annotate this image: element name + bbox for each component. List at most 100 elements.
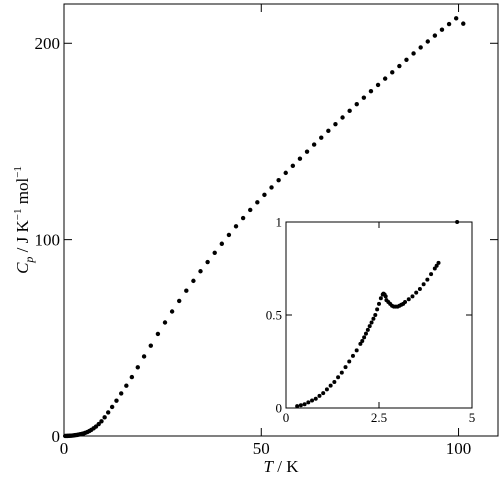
inset-tick-labels: 0 2.5 5 0 0.5 1	[266, 215, 476, 425]
data-point	[155, 331, 161, 337]
data-point	[177, 298, 182, 304]
y-tick-label: 0	[52, 427, 61, 446]
data-point	[360, 339, 365, 344]
inset-data-points	[295, 220, 460, 409]
data-point	[205, 259, 210, 265]
x-axis-label: T / K	[264, 457, 300, 476]
data-point	[198, 269, 203, 274]
data-point	[354, 348, 359, 353]
data-point	[129, 374, 135, 380]
data-point	[347, 108, 352, 114]
data-point	[375, 82, 381, 88]
y-tick-label: 200	[35, 34, 61, 53]
data-point	[340, 115, 345, 120]
y-tick-label: 0.5	[266, 308, 282, 323]
data-point	[410, 294, 415, 299]
data-point	[336, 375, 341, 380]
data-point	[403, 299, 408, 304]
data-point	[354, 101, 359, 107]
data-point	[297, 156, 303, 161]
data-point	[414, 290, 419, 295]
data-point	[332, 379, 337, 384]
x-tick-label: 50	[253, 439, 270, 458]
data-point	[373, 313, 378, 317]
data-point	[343, 365, 348, 370]
data-point	[326, 128, 331, 134]
data-point	[411, 51, 416, 56]
data-point	[363, 331, 368, 336]
data-point	[383, 294, 388, 299]
data-point	[436, 260, 441, 265]
data-point	[313, 396, 318, 401]
main-ticks	[63, 4, 498, 437]
data-point	[99, 419, 104, 424]
data-point	[212, 250, 217, 255]
y-tick-label: 1	[276, 215, 283, 230]
data-point	[333, 121, 338, 127]
data-point	[262, 192, 267, 198]
data-point	[369, 320, 374, 325]
data-point	[304, 149, 310, 154]
y-tick-label: 100	[35, 231, 61, 250]
data-point	[105, 410, 111, 415]
data-point	[306, 400, 311, 405]
y-axis-label: Cp / J K−1 mol−1	[12, 166, 36, 274]
data-point	[378, 296, 383, 301]
data-point	[248, 207, 253, 213]
x-tick-label: 2.5	[371, 410, 387, 425]
data-point	[233, 224, 239, 229]
data-point	[96, 421, 101, 427]
x-tick-label: 100	[446, 439, 472, 458]
data-point	[109, 404, 115, 410]
data-point	[453, 16, 459, 21]
data-point	[310, 398, 315, 403]
data-point	[240, 215, 246, 221]
data-point	[377, 301, 381, 306]
data-point	[368, 88, 374, 94]
data-point	[432, 33, 438, 38]
data-point	[317, 393, 322, 398]
data-point	[375, 307, 380, 312]
x-tick-label: 0	[60, 439, 69, 458]
data-point	[362, 335, 367, 340]
data-point	[162, 320, 168, 325]
x-tick-label: 5	[469, 410, 476, 425]
data-point	[425, 39, 430, 44]
data-point	[135, 365, 140, 370]
data-point	[114, 398, 119, 403]
data-point	[328, 383, 333, 388]
data-point	[439, 27, 445, 32]
data-point	[429, 272, 434, 277]
data-point	[461, 21, 466, 26]
data-point	[148, 343, 153, 348]
main-plot-frame	[63, 3, 499, 437]
data-point	[425, 277, 430, 282]
data-point	[404, 57, 409, 62]
main-data-points	[62, 16, 466, 439]
data-point	[269, 185, 274, 190]
data-point	[276, 177, 281, 183]
data-point	[102, 415, 107, 420]
x-tick-label: 0	[283, 410, 290, 425]
data-point	[371, 316, 376, 321]
data-point	[255, 200, 260, 205]
data-point	[446, 21, 452, 27]
data-point	[350, 353, 355, 358]
data-point	[365, 327, 370, 332]
data-point	[226, 232, 232, 238]
y-tick-label: 0	[276, 401, 283, 416]
data-point	[324, 387, 329, 392]
data-point	[311, 142, 317, 147]
data-point	[339, 370, 344, 375]
data-point	[361, 95, 367, 100]
data-point	[283, 170, 288, 176]
data-point	[219, 241, 225, 246]
data-point	[418, 45, 423, 50]
data-point	[93, 424, 99, 429]
data-point	[347, 359, 352, 364]
data-point	[321, 391, 326, 396]
data-point	[406, 297, 411, 302]
data-point	[367, 324, 372, 329]
